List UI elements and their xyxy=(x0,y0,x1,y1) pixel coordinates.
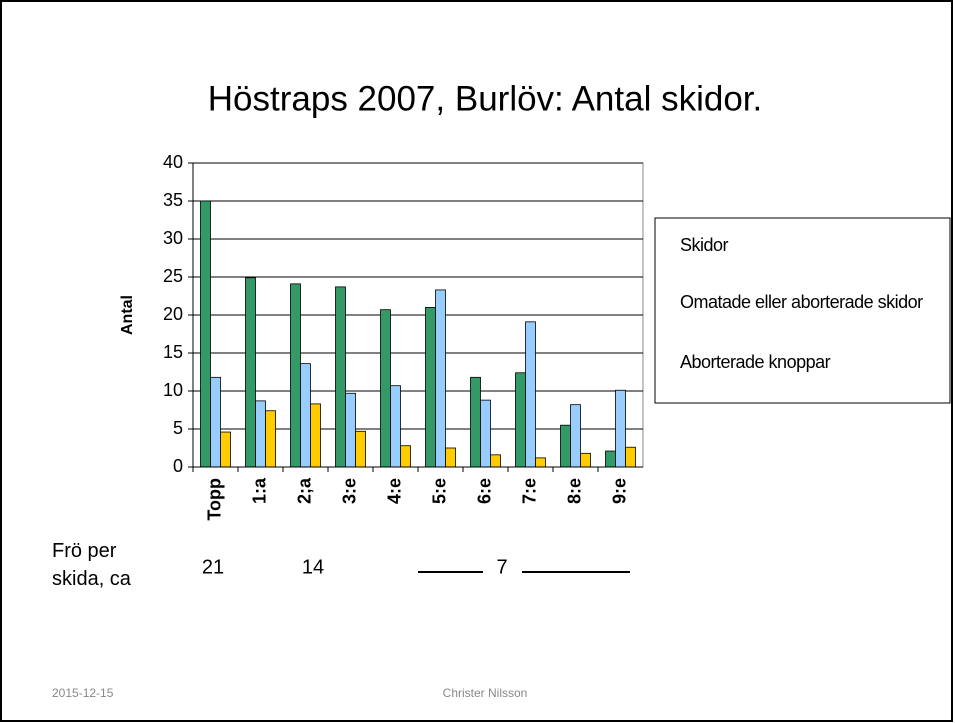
bar xyxy=(290,283,301,468)
y-tick-label: 40 xyxy=(163,152,183,172)
y-tick-label: 25 xyxy=(163,266,183,286)
bar xyxy=(345,392,356,468)
legend-box xyxy=(654,217,951,404)
bar xyxy=(335,286,346,468)
bar xyxy=(615,389,626,468)
seed-value: 14 xyxy=(302,556,324,578)
y-tick-label: 10 xyxy=(163,380,183,400)
bar xyxy=(310,403,321,468)
bar xyxy=(535,457,546,468)
y-tick-label: 0 xyxy=(173,456,183,476)
bar xyxy=(390,385,401,468)
y-tick-label: 15 xyxy=(163,342,183,362)
x-tick-label: Topp xyxy=(204,478,224,521)
seed-label: Frö per skida, ca xyxy=(52,540,131,590)
y-tick-label: 20 xyxy=(163,304,183,324)
bar xyxy=(435,289,446,468)
x-tick-label: 6:e xyxy=(474,478,494,504)
legend-label: Aborterade knoppar xyxy=(680,352,831,372)
x-tick-label: 8:e xyxy=(564,478,584,504)
bar xyxy=(255,400,266,468)
seed-value: 7 xyxy=(496,556,507,578)
bar xyxy=(220,431,231,468)
bar xyxy=(470,376,481,468)
legend-label: Omatade eller aborterade skidor xyxy=(680,292,923,312)
x-tick-label: 4:e xyxy=(384,478,404,504)
bar xyxy=(605,450,616,468)
footer-date: 2015-12-15 xyxy=(52,686,114,700)
bar xyxy=(480,399,491,468)
x-tick-label: 9:e xyxy=(609,478,629,504)
bar xyxy=(525,321,536,468)
bar xyxy=(200,200,211,468)
bar xyxy=(425,306,436,468)
x-tick-label: 1:a xyxy=(249,477,269,504)
bar xyxy=(355,430,366,468)
x-tick-label: 3:e xyxy=(339,478,359,504)
bar xyxy=(300,363,311,468)
footer-author: Christer Nilsson xyxy=(443,686,528,700)
y-axis-label: Antal xyxy=(119,295,136,335)
legend-label: Skidor xyxy=(680,235,729,255)
y-tick-label: 30 xyxy=(163,228,183,248)
bar xyxy=(560,424,571,468)
bar xyxy=(570,404,581,468)
x-tick-label: 5:e xyxy=(429,478,449,504)
bar xyxy=(515,372,526,468)
x-tick-label: 7:e xyxy=(519,478,539,504)
chart-title: Höstraps 2007, Burlöv: Antal skidor. xyxy=(208,79,762,118)
seed-value: 21 xyxy=(202,556,224,578)
bar xyxy=(380,309,391,468)
y-tick-label: 35 xyxy=(163,190,183,210)
x-tick-label: 2;a xyxy=(294,477,314,504)
bar xyxy=(445,447,456,468)
bar xyxy=(245,277,256,468)
bar xyxy=(580,452,591,468)
y-tick-label: 5 xyxy=(173,418,183,438)
bar xyxy=(210,376,221,468)
bar xyxy=(400,445,411,468)
bar xyxy=(265,410,276,468)
bar xyxy=(625,446,636,468)
bar xyxy=(490,454,501,468)
